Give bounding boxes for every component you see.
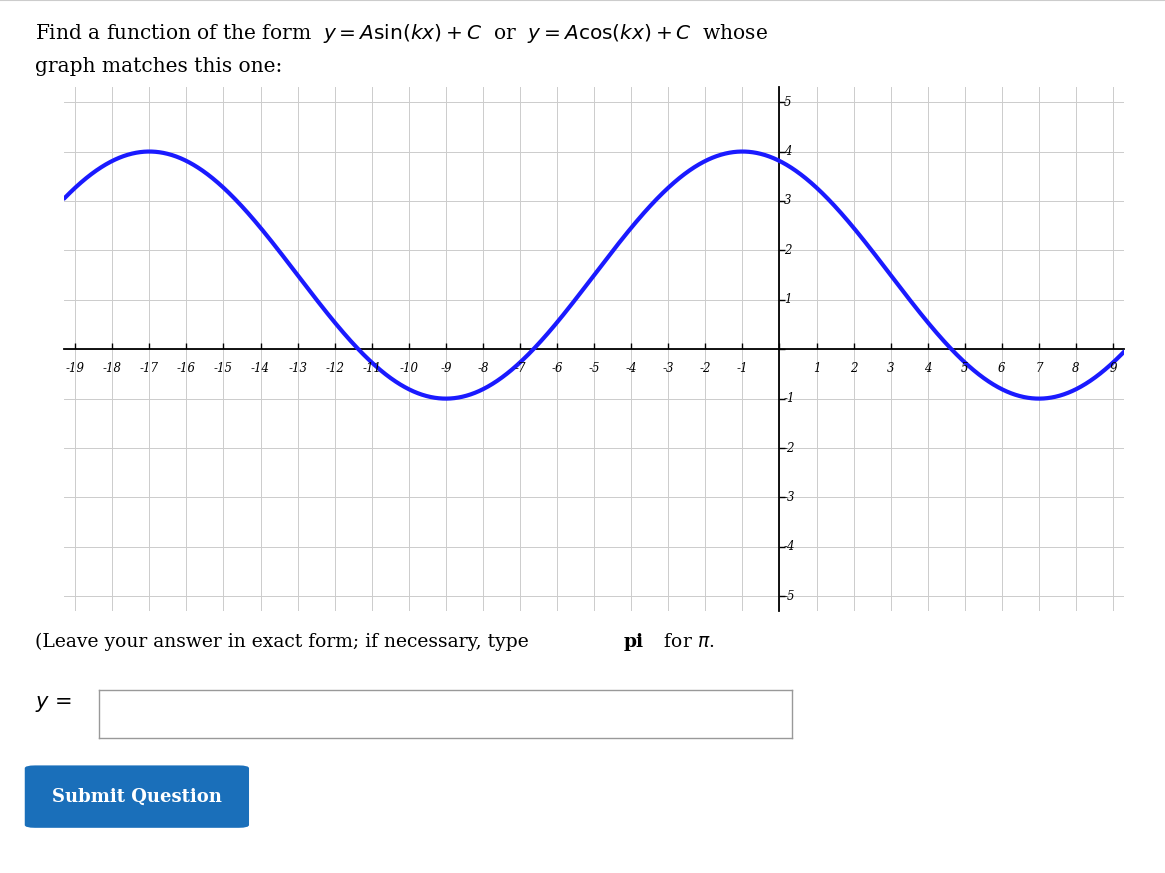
- FancyBboxPatch shape: [24, 766, 249, 828]
- Text: 3: 3: [887, 361, 895, 375]
- Text: -5: -5: [588, 361, 600, 375]
- Text: Submit Question: Submit Question: [52, 787, 221, 806]
- Text: pi: pi: [623, 633, 643, 651]
- Text: -12: -12: [325, 361, 344, 375]
- Text: -1: -1: [784, 392, 796, 405]
- Text: 9: 9: [1109, 361, 1117, 375]
- Text: -4: -4: [784, 540, 796, 553]
- Text: 2: 2: [784, 244, 791, 257]
- Text: -19: -19: [65, 361, 85, 375]
- Text: 1: 1: [813, 361, 820, 375]
- Text: Find a function of the form  $y = A\sin(kx) + C$  or  $y = A\cos(kx) + C$  whose: Find a function of the form $y = A\sin(k…: [35, 22, 768, 45]
- Text: -8: -8: [478, 361, 488, 375]
- Text: 3: 3: [784, 195, 791, 208]
- Text: -4: -4: [626, 361, 637, 375]
- Text: for $\pi$.: for $\pi$.: [658, 633, 715, 651]
- Text: -5: -5: [784, 590, 796, 602]
- Text: -3: -3: [663, 361, 675, 375]
- Text: 5: 5: [961, 361, 968, 375]
- Text: -3: -3: [784, 491, 796, 504]
- Text: -14: -14: [250, 361, 270, 375]
- Text: 8: 8: [1072, 361, 1080, 375]
- Text: -18: -18: [103, 361, 122, 375]
- Text: -16: -16: [177, 361, 196, 375]
- Text: -9: -9: [440, 361, 452, 375]
- Text: -7: -7: [514, 361, 525, 375]
- Text: 4: 4: [784, 145, 791, 158]
- Text: 7: 7: [1036, 361, 1043, 375]
- Text: -17: -17: [140, 361, 158, 375]
- Text: -6: -6: [551, 361, 563, 375]
- Text: -2: -2: [784, 442, 796, 455]
- Text: -2: -2: [700, 361, 711, 375]
- Text: (Leave your answer in exact form; if necessary, type: (Leave your answer in exact form; if nec…: [35, 633, 535, 651]
- Text: 4: 4: [924, 361, 932, 375]
- Text: 2: 2: [850, 361, 857, 375]
- Text: -10: -10: [400, 361, 418, 375]
- Text: graph matches this one:: graph matches this one:: [35, 57, 282, 76]
- Text: 1: 1: [784, 293, 791, 306]
- Text: -13: -13: [288, 361, 308, 375]
- Text: $\mathit{y}$ =: $\mathit{y}$ =: [35, 694, 72, 714]
- Text: 5: 5: [784, 96, 791, 108]
- Text: 6: 6: [998, 361, 1005, 375]
- Text: -11: -11: [362, 361, 381, 375]
- Text: -15: -15: [214, 361, 233, 375]
- Text: -1: -1: [736, 361, 748, 375]
